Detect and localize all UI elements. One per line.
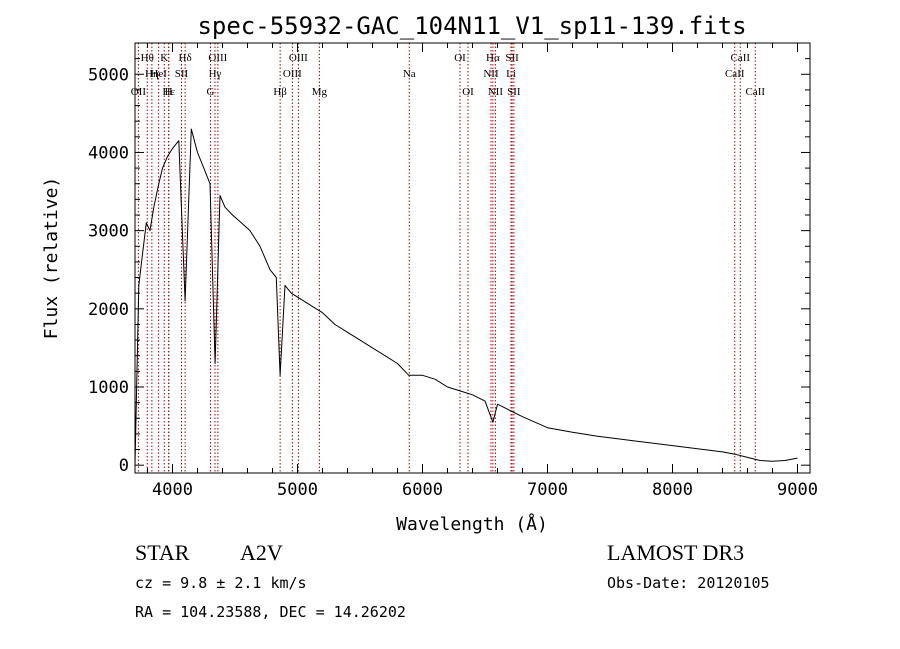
x-tick-label-8000: 8000 (652, 480, 693, 500)
line-label-8542: CaII (730, 52, 750, 64)
y-tick-label-0: 0 (119, 456, 129, 476)
x-tick-label-4000: 4000 (152, 480, 193, 500)
line-label-3835: Hη (145, 68, 159, 80)
line-label-8498: CaII (725, 68, 745, 80)
redshift-cz: cz = 9.8 ± 2.1 km/s (135, 574, 307, 592)
line-label-3727: OII (131, 86, 147, 98)
y-tick-label-1000: 1000 (88, 378, 129, 398)
line-label-5894: Na (403, 68, 416, 80)
y-tick-label-3000: 3000 (88, 222, 129, 242)
chart-title: spec-55932-GAC_104N11_V1_sp11-139.fits (197, 12, 746, 40)
line-label-8662: CaII (745, 86, 765, 98)
line-label-6717: SII (505, 52, 519, 64)
line-label-6548: NII (483, 68, 499, 80)
line-label-4340: Hγ (209, 68, 222, 80)
axis-ticks: 4000 5000 6000 7000 8000 9000 0 1000 2000 3000 400… (88, 43, 818, 500)
line-label-4101: Hδ (179, 52, 192, 64)
y-tick-label-2000: 2000 (88, 300, 129, 320)
line-label-4959: OIII (283, 68, 302, 80)
line-label-5007: OIII (289, 52, 308, 64)
line-label-6731: SII (507, 86, 521, 98)
line-label-3798: Hθ (141, 52, 154, 64)
line-label-6563: Hα (486, 52, 500, 64)
line-label-4072: SII (175, 68, 189, 80)
plot-frame (134, 42, 811, 474)
spectral-subclass: A2V (240, 540, 283, 565)
line-label-4304: G (207, 86, 215, 98)
line-label-6583: NII (488, 86, 504, 98)
spectrum-figure: spec-55932-GAC_104N11_V1_sp11-139.fits H… (41, 12, 818, 535)
y-tick-label-5000: 5000 (88, 65, 129, 85)
x-tick-label-6000: 6000 (402, 480, 443, 500)
x-tick-label-9000: 9000 (777, 480, 818, 500)
line-label-3934: K (160, 52, 168, 64)
object-class: STAR (135, 540, 190, 565)
line-label-6708: Li (506, 68, 516, 80)
y-axis-label: Flux (relative) (41, 177, 62, 340)
line-label-4861: Hβ (273, 86, 287, 98)
line-label-3889: HeI (150, 68, 167, 80)
survey-name: LAMOST DR3 (607, 540, 745, 565)
spectrum-series-layer (134, 128, 798, 466)
x-tick-label-7000: 7000 (527, 480, 568, 500)
line-label-6364: OI (462, 86, 474, 98)
line-label-4363: OIII (208, 52, 227, 64)
line-label-3969: H (165, 86, 173, 98)
x-tick-label-5000: 5000 (277, 480, 318, 500)
y-tick-label-4000: 4000 (88, 143, 129, 163)
spectrum-line-0 (134, 128, 798, 466)
x-axis-label: Wavelength (Å) (396, 513, 548, 535)
coordinates: RA = 104.23588, DEC = 14.26202 (135, 603, 406, 621)
line-label-5175: Mg (312, 86, 328, 98)
observation-date: Obs-Date: 20120105 (607, 574, 770, 592)
line-label-6300: OI (454, 52, 466, 64)
